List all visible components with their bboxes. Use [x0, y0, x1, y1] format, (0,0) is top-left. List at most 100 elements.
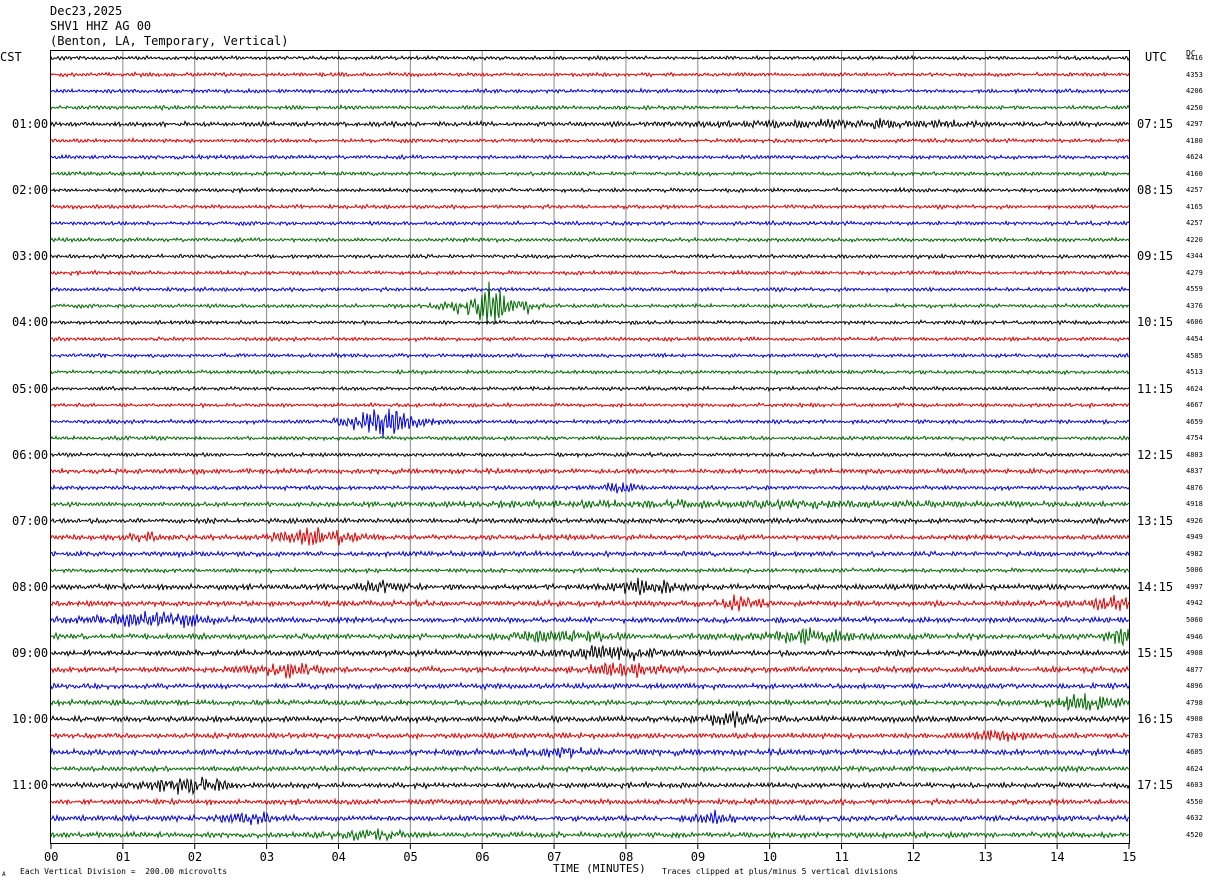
trace-20: [50, 368, 1130, 376]
right-hour-label: 07:15: [1137, 117, 1174, 132]
trace-5: [50, 118, 1130, 130]
dc-offset-label: 4908: [1186, 649, 1203, 658]
dc-offset-label: 4949: [1186, 533, 1203, 542]
dc-offset-label: 4659: [1186, 417, 1203, 426]
dc-offset-label: 4559: [1186, 285, 1203, 294]
trace-12: [50, 236, 1130, 244]
x-axis-ticks: [50, 843, 1130, 849]
x-tick-label: 12: [906, 850, 921, 864]
right-hour-label: 14:15: [1137, 579, 1174, 594]
trace-46: [50, 797, 1130, 807]
dc-offset-label: 4624: [1186, 384, 1203, 393]
trace-19: [50, 352, 1130, 360]
dc-offset-label: 4926: [1186, 516, 1203, 525]
right-hour-label: 13:15: [1137, 513, 1174, 528]
trace-14: [50, 269, 1130, 277]
left-hour-label: 08:00: [12, 579, 49, 594]
trace-28: [50, 498, 1130, 511]
trace-4: [50, 103, 1130, 112]
left-timezone-label: CST: [0, 50, 22, 64]
x-tick-label: 09: [690, 850, 706, 864]
trace-7: [50, 153, 1130, 161]
dc-offset-label: 4877: [1186, 665, 1203, 674]
trace-30: [50, 527, 1130, 546]
right-hour-label: 09:15: [1137, 249, 1174, 264]
dc-offset-label: 4297: [1186, 120, 1203, 129]
left-hour-label: 10:00: [12, 712, 49, 727]
trace-17: [50, 318, 1130, 327]
left-hour-label: 07:00: [12, 513, 49, 528]
trace-13: [50, 252, 1130, 261]
trace-29: [50, 516, 1130, 526]
right-timezone-label: UTC: [1145, 50, 1167, 64]
dc-offset-label: 4942: [1186, 599, 1203, 608]
right-hour-label: 16:15: [1137, 712, 1174, 727]
dc-offset-label: 4250: [1186, 103, 1203, 112]
trace-15: [50, 285, 1130, 294]
x-tick-label: 07: [547, 850, 562, 864]
trace-22: [50, 401, 1130, 410]
dc-offset-label: 4603: [1186, 781, 1203, 790]
dc-offset-label: 4344: [1186, 252, 1203, 261]
dc-offset-label: 5006: [1186, 566, 1203, 575]
trace-3: [50, 87, 1130, 95]
dc-offset-label: 4798: [1186, 698, 1203, 707]
station-code: SHV1 HHZ AG 00: [50, 19, 152, 33]
dc-offset-label: 4606: [1186, 318, 1203, 327]
trace-9: [50, 186, 1130, 194]
left-hour-label: 03:00: [12, 249, 49, 264]
dc-offset-label: 4257: [1186, 219, 1203, 228]
dc-offset-label: 4624: [1186, 153, 1203, 162]
trace-16: [50, 281, 1130, 325]
left-hour-label: 01:00: [12, 117, 49, 132]
trace-26: [50, 466, 1130, 476]
dc-offset-label: 4160: [1186, 169, 1203, 178]
left-hour-label: 09:00: [12, 646, 49, 661]
trace-23: [50, 408, 1130, 438]
dc-offset-label: 4624: [1186, 764, 1203, 773]
right-hour-label: 17:15: [1137, 778, 1174, 793]
x-tick-label: 15: [1122, 850, 1137, 864]
clipping-note: Traces clipped at plus/minus 5 vertical …: [662, 867, 899, 876]
trace-6: [50, 136, 1130, 144]
station-location: (Benton, LA, Temporary, Vertical): [50, 34, 289, 48]
x-tick-label: 01: [115, 850, 131, 864]
minute-gridlines: [122, 51, 1058, 843]
dc-offset-label: 4896: [1186, 682, 1203, 691]
x-tick-label: 11: [834, 850, 849, 864]
right-hour-label: 15:15: [1137, 646, 1174, 661]
dc-offset-label: 4257: [1186, 186, 1203, 195]
trace-10: [50, 203, 1130, 211]
dc-offset-label: 4908: [1186, 715, 1203, 724]
dc-offset-header: DC: [1186, 49, 1196, 58]
dc-offset-label: 4667: [1186, 401, 1203, 410]
dc-offset-label: 4376: [1186, 301, 1203, 310]
x-tick-label: 03: [259, 850, 275, 864]
trace-2: [50, 71, 1130, 79]
x-tick-label: 10: [762, 850, 778, 864]
chart-date: Dec23,2025: [50, 4, 123, 18]
dc-offset-label: 4703: [1186, 731, 1203, 740]
x-tick-label: 14: [1050, 850, 1065, 864]
x-tick-label: 04: [331, 850, 346, 864]
right-hour-label: 08:15: [1137, 183, 1174, 198]
trace-47: [50, 809, 1130, 826]
trace-35: [50, 611, 1130, 629]
trace-32: [50, 566, 1130, 575]
trace-18: [50, 335, 1130, 343]
dc-offset-label: 4353: [1186, 70, 1203, 79]
x-tick-label: 05: [403, 850, 418, 864]
trace-11: [50, 219, 1130, 227]
dc-offset-label: 4206: [1186, 87, 1203, 96]
left-hour-label: 11:00: [12, 778, 49, 793]
dc-offset-label: 4918: [1186, 500, 1203, 509]
dc-offset-label: 4520: [1186, 830, 1203, 839]
x-axis-title: TIME (MINUTES): [553, 862, 646, 875]
dc-offset-label: 4605: [1186, 748, 1203, 757]
dc-offset-label: 4632: [1186, 814, 1203, 823]
right-hour-label: 12:15: [1137, 447, 1174, 462]
x-tick-label: 08: [618, 850, 634, 864]
x-tick-label: 06: [475, 850, 490, 864]
dc-offset-label: 4550: [1186, 797, 1203, 806]
